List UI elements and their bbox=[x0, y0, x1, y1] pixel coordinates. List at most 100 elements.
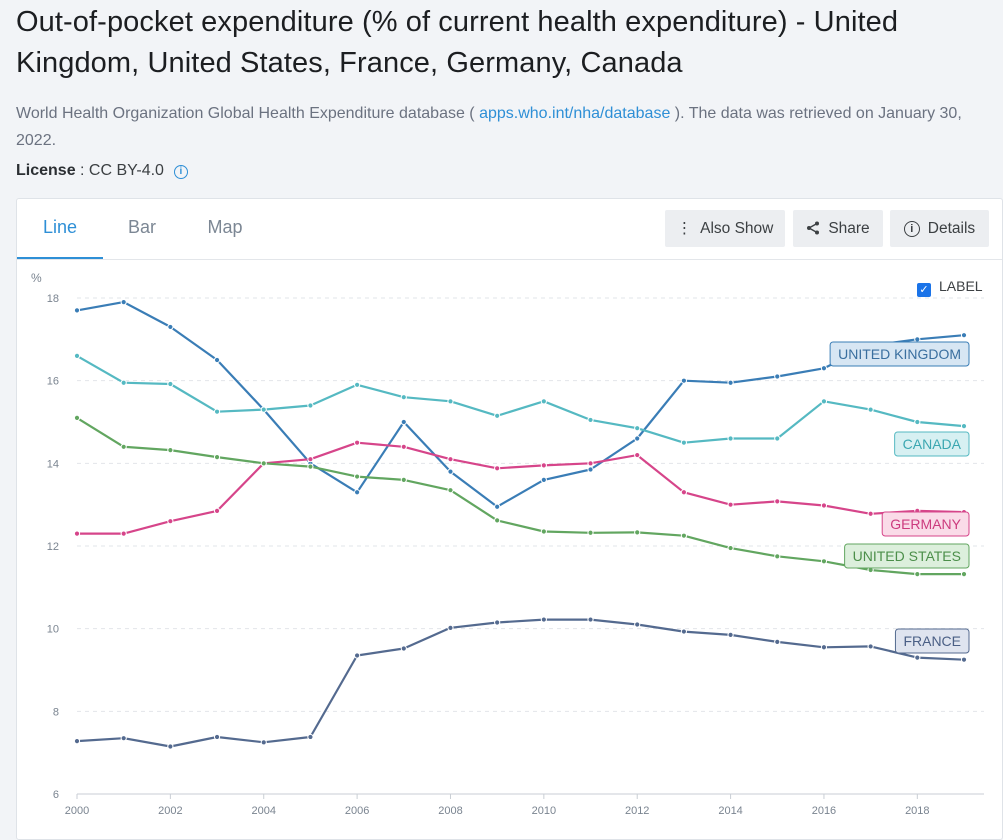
data-point-france bbox=[774, 638, 781, 645]
series-label-box bbox=[881, 511, 970, 537]
data-point-canada bbox=[307, 402, 314, 409]
data-point-canada bbox=[213, 408, 221, 415]
data-point-france bbox=[820, 644, 828, 651]
y-tick-label: 10 bbox=[47, 624, 59, 636]
data-point-germany bbox=[867, 510, 874, 517]
data-point-uk bbox=[680, 377, 687, 384]
data-point-france bbox=[260, 739, 267, 746]
data-point-france bbox=[354, 652, 361, 659]
x-tick-label: 2004 bbox=[251, 805, 275, 817]
share-button[interactable]: Share bbox=[793, 210, 883, 247]
source-link[interactable]: apps.who.int/nha/database bbox=[479, 105, 671, 122]
data-point-us bbox=[680, 532, 687, 539]
data-point-canada bbox=[634, 425, 641, 432]
series-label-box bbox=[829, 341, 970, 367]
data-point-germany bbox=[354, 439, 361, 446]
tab-line[interactable]: Line bbox=[17, 199, 103, 259]
data-point-canada bbox=[540, 398, 547, 405]
data-point-uk bbox=[213, 356, 221, 364]
data-point-france bbox=[914, 654, 921, 661]
y-axis-label: % bbox=[31, 271, 42, 285]
series-label-uk: UNITED KINGDOM bbox=[829, 341, 970, 367]
info-icon[interactable]: i bbox=[173, 165, 188, 179]
series-label-text: FRANCE bbox=[903, 633, 961, 649]
series-line-canada bbox=[76, 354, 965, 444]
data-point-canada bbox=[914, 418, 921, 426]
data-point-canada bbox=[680, 439, 687, 446]
series-label-germany: GERMANY bbox=[881, 511, 970, 537]
series-label-box bbox=[844, 543, 970, 569]
data-point-germany bbox=[167, 518, 174, 525]
data-point-canada bbox=[354, 381, 361, 388]
data-point-canada bbox=[587, 416, 594, 424]
y-tick-label: 12 bbox=[47, 541, 59, 553]
checkbox-icon[interactable]: ✓ bbox=[917, 283, 931, 297]
series-line-us bbox=[76, 416, 964, 576]
series-label-us: UNITED STATES bbox=[844, 543, 970, 569]
data-point-france bbox=[960, 656, 968, 663]
data-point-france bbox=[213, 733, 221, 741]
also-show-label: Also Show bbox=[700, 220, 774, 237]
data-point-canada bbox=[447, 398, 454, 405]
data-point-germany bbox=[820, 502, 828, 509]
data-point-canada bbox=[960, 423, 968, 430]
share-label: Share bbox=[828, 220, 870, 237]
data-point-uk bbox=[727, 379, 734, 386]
series-label-text: UNITED STATES bbox=[853, 548, 961, 564]
data-point-us bbox=[307, 463, 314, 470]
data-point-france bbox=[867, 643, 874, 650]
data-point-uk bbox=[73, 307, 81, 314]
y-tick-label: 18 bbox=[47, 293, 59, 305]
data-point-germany bbox=[400, 443, 407, 450]
tab-bar-chart[interactable]: Bar bbox=[127, 217, 156, 237]
y-tick-label: 6 bbox=[53, 789, 59, 801]
data-point-france bbox=[307, 733, 314, 741]
license: License : CC BY-4.0 i bbox=[16, 159, 188, 183]
details-button[interactable]: i Details bbox=[890, 210, 989, 247]
data-point-uk bbox=[400, 418, 407, 426]
source-suffix: ). The data was retrieved on January 30,… bbox=[16, 105, 962, 149]
label-toggle[interactable]: ✓ LABEL bbox=[917, 277, 983, 297]
data-point-canada bbox=[400, 394, 407, 401]
x-tick-label: 2006 bbox=[345, 805, 369, 817]
grid bbox=[77, 297, 984, 795]
data-point-us bbox=[914, 571, 921, 578]
details-label: Details bbox=[927, 220, 976, 237]
data-point-germany bbox=[213, 507, 221, 514]
data-point-uk bbox=[494, 503, 501, 510]
tab-map[interactable]: Map bbox=[207, 217, 243, 237]
data-point-canada bbox=[867, 406, 874, 413]
data-point-france bbox=[680, 628, 687, 635]
data-point-germany bbox=[494, 465, 501, 472]
data-point-uk bbox=[914, 336, 921, 343]
data-point-us bbox=[120, 443, 127, 450]
data-point-germany bbox=[680, 489, 687, 496]
series-label-text: UNITED KINGDOM bbox=[838, 346, 961, 362]
data-point-germany bbox=[774, 498, 781, 505]
data-point-us bbox=[587, 529, 594, 536]
data-point-canada bbox=[167, 380, 174, 388]
x-tick-label: 2016 bbox=[812, 805, 836, 817]
data-point-uk bbox=[120, 299, 127, 306]
data-point-us bbox=[167, 447, 174, 454]
data-point-us bbox=[260, 460, 267, 467]
also-show-button[interactable]: ⋮ Also Show bbox=[665, 210, 785, 247]
data-point-us bbox=[213, 454, 221, 461]
data-point-germany bbox=[634, 451, 641, 459]
data-point-germany bbox=[307, 456, 314, 463]
series-line-uk bbox=[76, 300, 965, 508]
data-point-germany bbox=[447, 456, 454, 463]
data-point-germany bbox=[587, 460, 594, 467]
label-toggle-text: LABEL bbox=[939, 278, 983, 294]
data-point-uk bbox=[354, 489, 361, 496]
data-point-uk bbox=[447, 468, 454, 475]
line-chart: 6 8 10 12 14 16 18% 2000 2002 2004 2006 2008 2010 201… bbox=[31, 271, 984, 817]
x-tick-label: 2010 bbox=[532, 805, 556, 817]
data-point-canada bbox=[260, 406, 267, 413]
data-point-us bbox=[540, 528, 547, 535]
data-point-us bbox=[400, 476, 407, 483]
series-label-france: FRANCE bbox=[894, 628, 970, 654]
x-tick-label: 2002 bbox=[158, 805, 182, 817]
data-point-us bbox=[727, 544, 734, 552]
y-tick-label: 14 bbox=[47, 458, 59, 470]
